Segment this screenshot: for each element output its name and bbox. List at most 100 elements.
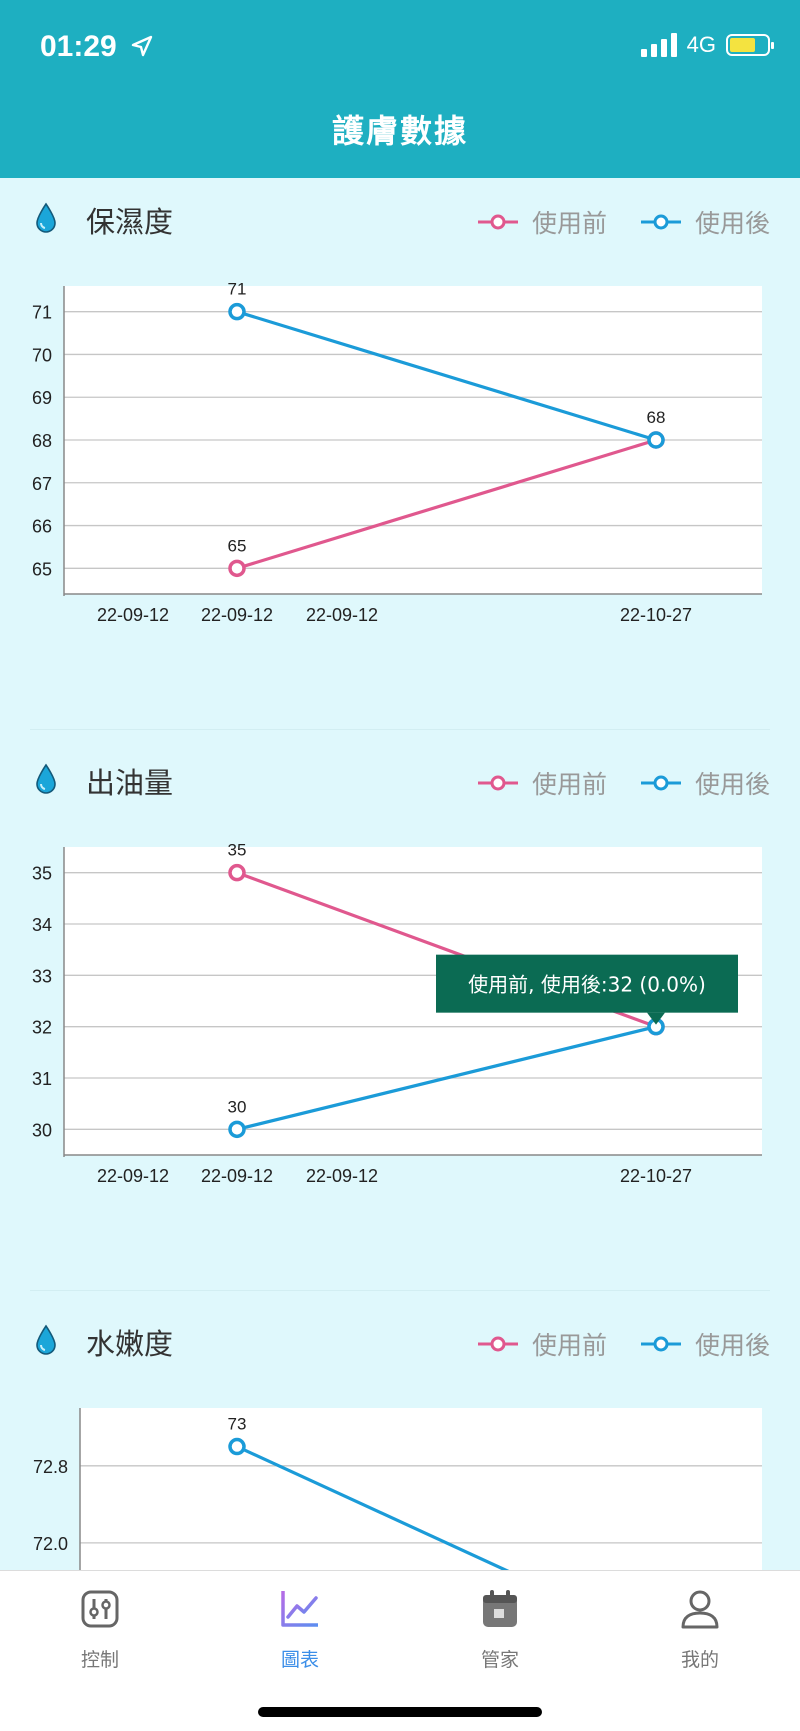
chart-icon <box>281 1591 318 1627</box>
data-label: 30 <box>228 1097 247 1116</box>
y-tick-label: 71 <box>32 303 52 323</box>
y-tick-label: 68 <box>32 431 52 451</box>
y-tick-label: 65 <box>32 559 52 579</box>
plot-area <box>80 1408 762 1570</box>
legend-marker-before <box>477 214 518 230</box>
y-tick-label: 66 <box>32 517 52 537</box>
data-point[interactable] <box>228 559 246 578</box>
section-title: 保濕度 <box>86 205 174 239</box>
series-line <box>236 310 657 442</box>
bottom-tab-bar: 控制 圖表 管家 我的 <box>0 1570 800 1731</box>
chart-legend: 使用前 使用後 <box>477 204 770 240</box>
tenderness-chart[interactable]: 71.272.072.87371 <box>0 1380 800 1570</box>
legend-label-before: 使用前 <box>531 1331 607 1360</box>
section-header: 水嫩度 使用前 使用後 <box>0 1300 800 1380</box>
home-indicator <box>258 1707 542 1717</box>
tab-label: 管家 <box>480 1649 519 1671</box>
data-point[interactable] <box>228 302 246 321</box>
y-tick-label: 70 <box>32 345 52 365</box>
oil-chart[interactable]: 30 31 32 33 34 35 22-09-12 22-09-12 22-09-12 22-1… <box>0 819 800 1219</box>
app-header: 01:29 4G 護膚數據 <box>0 0 800 178</box>
y-tick-label: 72.0 <box>33 1534 68 1554</box>
data-label: 68 <box>647 408 666 427</box>
section-header: 保濕度 使用前 使用後 <box>0 178 800 258</box>
section-title: 出油量 <box>86 766 174 800</box>
legend-label-after: 使用後 <box>694 770 770 799</box>
control-sliders-icon <box>81 1590 119 1628</box>
chart-legend: 使用前 使用後 <box>477 765 770 801</box>
data-point[interactable] <box>228 1437 246 1456</box>
legend-marker-after <box>640 1336 681 1352</box>
user-icon <box>681 1590 719 1629</box>
water-drop-icon <box>36 202 56 233</box>
tenderness-chart-wrap: 71.272.072.87371 <box>0 1380 800 1570</box>
series-line <box>236 438 657 570</box>
legend-item-before[interactable]: 使用前 <box>477 1326 607 1362</box>
tab-control[interactable]: 控制 <box>0 1587 200 1672</box>
legend-label-before: 使用前 <box>531 770 607 799</box>
legend-item-before[interactable]: 使用前 <box>477 204 607 240</box>
y-tick-label: 30 <box>32 1120 52 1140</box>
section-divider <box>30 729 770 730</box>
x-tick-label: 22-09-12 <box>306 605 378 625</box>
water-drop-icon <box>36 1324 56 1355</box>
tab-label: 我的 <box>680 1649 719 1671</box>
legend-marker-before <box>477 1336 518 1352</box>
moisture-chart-wrap: 65 66 67 68 69 70 71 22-09-12 22-09-12 22-09-12 22… <box>0 258 800 658</box>
legend-label-after: 使用後 <box>694 209 770 238</box>
battery-icon <box>726 34 774 56</box>
x-tick-label: 22-09-12 <box>201 1166 273 1186</box>
chart-legend: 使用前 使用後 <box>477 1326 770 1362</box>
data-label: 73 <box>228 1415 247 1434</box>
y-tick-label: 72.8 <box>33 1457 68 1477</box>
y-tick-label: 31 <box>32 1069 52 1089</box>
series-line <box>236 1445 510 1570</box>
data-label: 65 <box>228 536 247 555</box>
x-tick-label: 22-09-12 <box>97 1166 169 1186</box>
signal-icon <box>640 33 677 57</box>
x-tick-label: 22-10-27 <box>620 605 692 625</box>
x-tick-label: 22-10-27 <box>620 1166 692 1186</box>
legend-marker-after <box>640 214 681 230</box>
x-tick-label: 22-09-12 <box>201 605 273 625</box>
y-tick-label: 33 <box>32 966 52 986</box>
y-tick-label: 32 <box>32 1018 52 1038</box>
legend-item-before[interactable]: 使用前 <box>477 765 607 801</box>
location-arrow-icon <box>131 35 153 57</box>
tab-mine[interactable]: 我的 <box>600 1587 800 1672</box>
legend-label-after: 使用後 <box>694 1331 770 1360</box>
tab-butler[interactable]: 管家 <box>400 1587 600 1672</box>
y-tick-label: 35 <box>32 864 52 884</box>
data-point[interactable] <box>228 863 246 882</box>
y-tick-label: 34 <box>32 915 52 935</box>
x-tick-label: 22-09-12 <box>97 605 169 625</box>
y-tick-label: 67 <box>32 474 52 494</box>
legend-marker-before <box>477 775 518 791</box>
water-drop-icon <box>36 763 56 794</box>
data-point[interactable] <box>228 1120 246 1139</box>
x-tick-label: 22-09-12 <box>306 1166 378 1186</box>
data-point[interactable] <box>647 431 665 449</box>
oil-chart-wrap: 30 31 32 33 34 35 22-09-12 22-09-12 22-09-12 22-1… <box>0 819 800 1219</box>
chart-tooltip: 使用前, 使用後:32 (0.0%) <box>436 954 738 1025</box>
section-divider <box>30 1290 770 1291</box>
data-label: 71 <box>228 280 247 299</box>
moisture-chart[interactable]: 65 66 67 68 69 70 71 22-09-12 22-09-12 22-09-12 22… <box>0 258 800 658</box>
section-title: 水嫩度 <box>86 1327 174 1361</box>
tooltip-text: 使用前, 使用後:32 (0.0%) <box>468 973 706 997</box>
legend-label-before: 使用前 <box>531 209 607 238</box>
series-line <box>236 1025 657 1131</box>
tab-chart[interactable]: 圖表 <box>200 1587 400 1672</box>
data-label: 35 <box>228 841 247 860</box>
content-scroll-area[interactable]: 保濕度 使用前 使用後 65 66 67 68 69 70 71 22-09-12 22-09-… <box>0 178 800 1570</box>
calendar-icon <box>483 1590 517 1627</box>
legend-item-after[interactable]: 使用後 <box>640 1326 770 1362</box>
legend-item-after[interactable]: 使用後 <box>640 204 770 240</box>
status-indicators: 4G <box>640 32 774 58</box>
network-type: 4G <box>686 32 716 57</box>
page-title: 護膚數據 <box>331 112 468 150</box>
status-time: 01:29 <box>40 30 117 63</box>
legend-item-after[interactable]: 使用後 <box>640 765 770 801</box>
legend-marker-after <box>640 775 681 791</box>
tab-label: 圖表 <box>280 1649 319 1671</box>
